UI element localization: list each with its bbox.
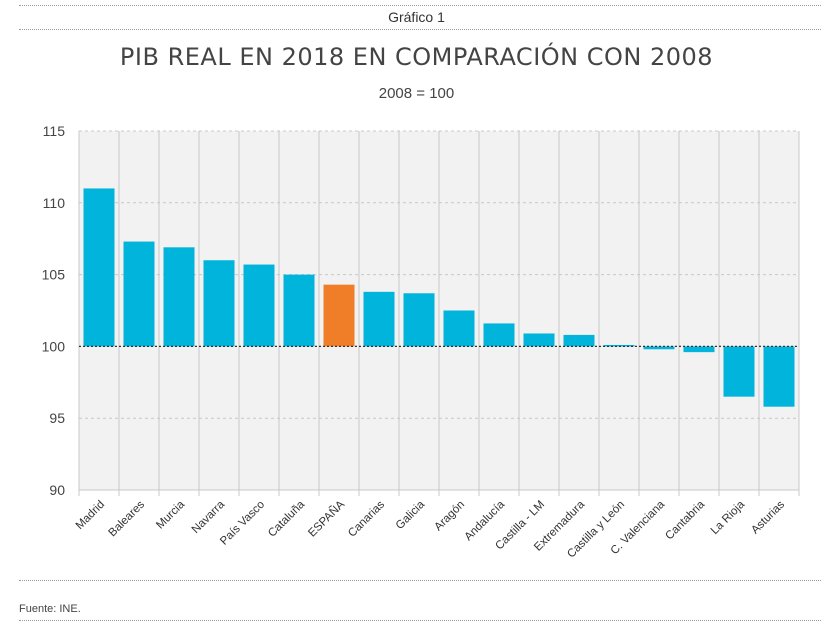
source-note: Fuente: INE.	[19, 603, 81, 615]
x-tick-label: Galicia	[394, 498, 428, 532]
x-tick-label: Aragón	[432, 499, 467, 534]
chart-subtitle: 2008 = 100	[378, 85, 455, 102]
x-tick-label: Baleares	[107, 498, 148, 539]
x-tick-label: Cataluña	[266, 498, 307, 539]
bar	[83, 188, 115, 347]
bar	[403, 293, 435, 347]
footer-rule	[19, 620, 821, 621]
y-tick-label: 90	[49, 482, 65, 498]
bar	[443, 310, 475, 347]
bar	[123, 241, 155, 347]
x-tick-label: ESPAÑA	[306, 498, 348, 540]
y-tick-label: 110	[43, 195, 66, 211]
y-tick-label: 100	[42, 338, 66, 354]
y-tick-label: 95	[49, 410, 65, 426]
bar	[483, 323, 515, 347]
bar	[603, 344, 635, 347]
x-tick-label: Canarias	[346, 498, 387, 539]
bar	[763, 346, 795, 407]
chart-number-label: Gráfico 1	[388, 9, 445, 25]
bar	[163, 247, 195, 347]
bottom-rule	[19, 580, 821, 581]
bar	[363, 291, 395, 347]
bar	[723, 346, 755, 397]
x-tick-label: Navarra	[190, 498, 228, 536]
x-tick-label: Cantabria	[663, 498, 707, 542]
bar	[643, 346, 675, 350]
bar	[243, 264, 275, 347]
x-tick-label: La Rioja	[709, 498, 748, 537]
top-rule	[19, 5, 821, 6]
bar	[523, 333, 555, 347]
x-tick-label: Madrid	[74, 499, 107, 532]
x-tick-label: Murcia	[154, 498, 187, 531]
bar	[563, 334, 595, 347]
bar	[323, 284, 355, 347]
bar	[283, 274, 315, 347]
y-tick-label: 105	[42, 267, 66, 283]
y-tick-label: 115	[43, 123, 66, 139]
bar	[203, 260, 235, 347]
x-tick-label: Asturias	[749, 498, 787, 536]
chart-title: PIB REAL EN 2018 EN COMPARACIÓN CON 2008	[119, 43, 714, 71]
bar	[683, 346, 715, 353]
header-rule	[19, 29, 821, 30]
